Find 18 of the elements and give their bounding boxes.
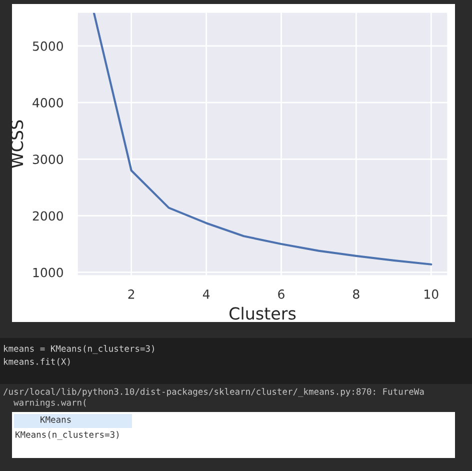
x-tick-label: 10: [424, 289, 438, 299]
x-axis-title: Clusters: [230, 306, 296, 320]
text: kmeans = KMeans(n_clusters=3): [4, 345, 154, 354]
text: kmeans.fit(X): [4, 358, 70, 366]
y-tick-label: 3000: [32, 154, 63, 164]
y-tick-label: 5000: [32, 41, 63, 51]
y-tick-label: 2000: [32, 211, 63, 221]
x-tick-label: 2: [128, 289, 134, 299]
x-tick-label: 4: [202, 290, 210, 299]
line-series: [92, 12, 432, 266]
text: warnings.warn(: [14, 399, 86, 408]
text: /usr/local/lib/python3.10/dist-packages/sklearn/cluster/_kmeans.py:870: FutureWa: [3, 388, 424, 397]
x-tick-label: 6: [278, 289, 284, 299]
x-tick-label: 8: [353, 289, 360, 299]
y-tick-label: 1000: [33, 268, 63, 278]
y-tick-label: 4000: [32, 98, 63, 108]
text: KMeans: [40, 416, 71, 423]
text: KMeans(n_clusters=3): [16, 431, 119, 440]
